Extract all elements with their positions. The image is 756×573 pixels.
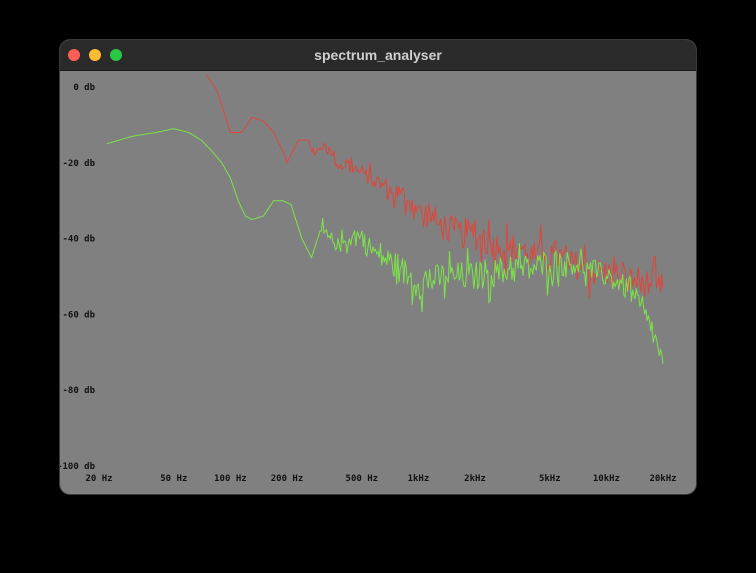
x-tick-label: 20 Hz [85,474,112,484]
title-bar[interactable]: spectrum_analyser [60,40,696,71]
minimize-window-icon[interactable] [89,49,101,61]
x-tick-label: 50 Hz [160,474,187,484]
y-tick-label: -60 db [62,310,95,320]
window-title: spectrum_analyser [314,47,442,63]
x-tick-label: 5kHz [539,474,561,484]
y-tick-label: -20 db [62,159,95,169]
close-window-icon[interactable] [68,49,80,61]
red-spectrum-line [206,75,664,299]
y-tick-label: -80 db [62,386,95,396]
y-tick-label: -100 db [60,462,96,472]
spectrum-chart: 0 db -20 db -40 db -60 db -80 db -100 db 20 Hz… [60,75,677,484]
x-tick-label: 1kHz [408,474,430,484]
spectrum-analyser-window: spectrum_analyser 0 db -20 db -40 db -60 db… [60,40,696,494]
x-tick-label: 500 Hz [346,474,379,484]
spectrum-plot-area: 0 db -20 db -40 db -60 db -80 db -100 db 20 Hz… [60,71,696,494]
maximize-window-icon[interactable] [110,49,122,61]
y-tick-label: 0 db [73,83,95,93]
x-tick-label: 10kHz [593,474,620,484]
x-tick-label: 2kHz [464,474,486,484]
x-tick-label: 100 Hz [214,474,247,484]
x-tick-label: 20kHz [649,474,676,484]
y-tick-label: -40 db [62,235,95,245]
green-spectrum-line [106,128,664,364]
x-tick-label: 200 Hz [271,474,304,484]
